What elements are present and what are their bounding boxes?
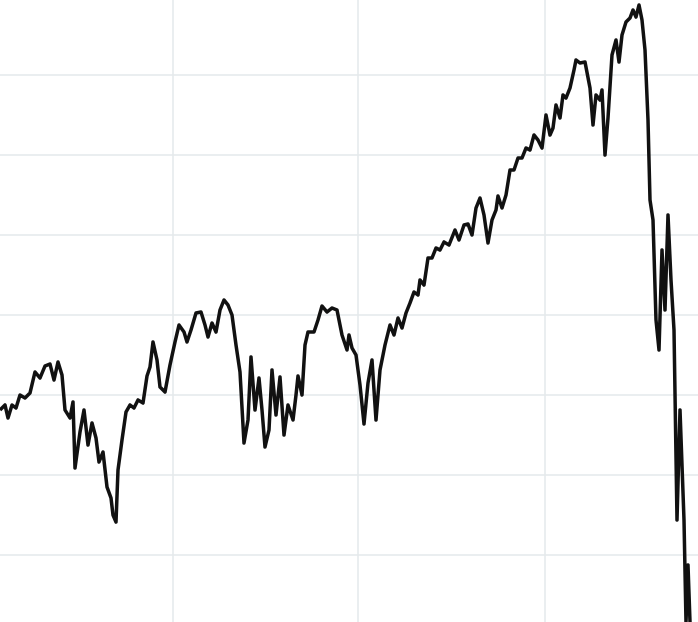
price-line	[0, 3, 692, 622]
